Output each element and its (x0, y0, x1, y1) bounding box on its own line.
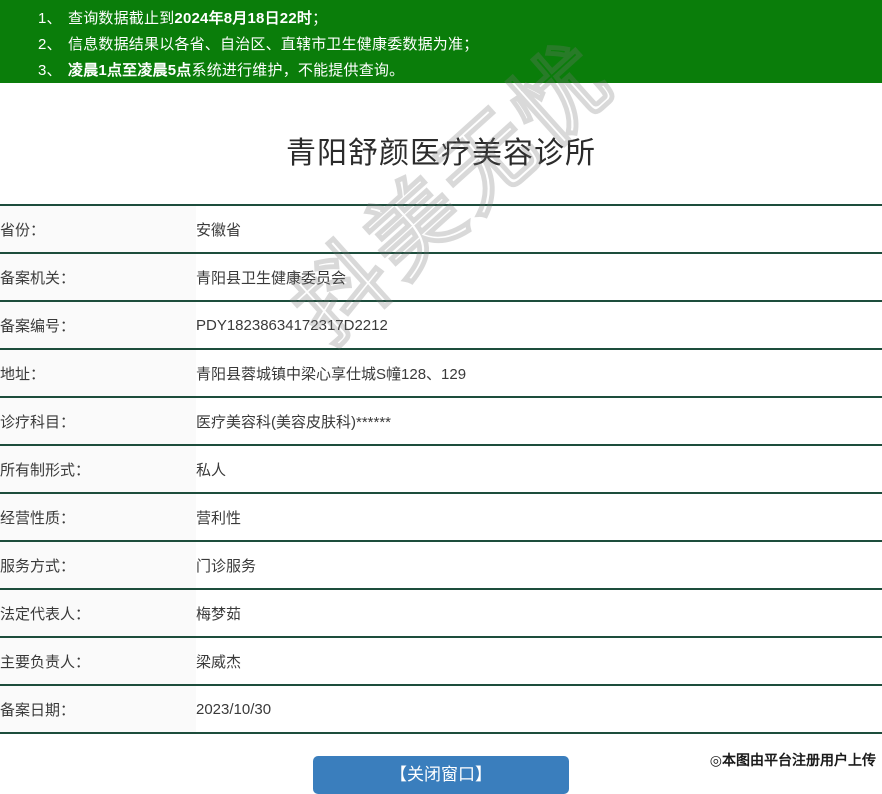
row-label: 服务方式： (0, 540, 196, 589)
row-value: 门诊服务 (196, 540, 882, 589)
row-label: 所有制形式： (0, 444, 196, 493)
row-value: 安徽省 (196, 204, 882, 253)
row-value: 2023/10/30 (196, 684, 882, 734)
table-row: 地址： 青阳县蓉城镇中梁心享仕城S幢128、129 (0, 348, 882, 397)
page-title: 青阳舒颜医疗美容诊所 (286, 137, 596, 170)
table-row: 备案日期： 2023/10/30 (0, 684, 882, 734)
button-row: 【关闭窗口】 (0, 734, 882, 794)
row-value: 青阳县卫生健康委员会 (196, 252, 882, 301)
row-value: 青阳县蓉城镇中梁心享仕城S幢128、129 (196, 348, 882, 397)
row-label: 诊疗科目： (0, 396, 196, 445)
row-label: 经营性质： (0, 492, 196, 541)
row-label: 主要负责人： (0, 636, 196, 685)
table-row: 省份： 安徽省 (0, 204, 882, 253)
table-row: 备案编号： PDY18238634172317D2212 (0, 300, 882, 349)
table-row: 经营性质： 营利性 (0, 492, 882, 541)
table-row: 所有制形式： 私人 (0, 444, 882, 493)
table-row: 法定代表人： 梅梦茹 (0, 588, 882, 637)
notice-line-3-text-after: 系统进行维护，不能提供查询。 (191, 62, 405, 79)
clinic-info-table: 省份： 安徽省 备案机关： 青阳县卫生健康委员会 备案编号： PDY182386… (0, 204, 882, 734)
close-window-button[interactable]: 【关闭窗口】 (313, 756, 569, 794)
notice-line-2: 2、 信息数据结果以各省、自治区、直辖市卫生健康委数据为准； (0, 32, 882, 58)
notice-line-3: 3、 凌晨1点至凌晨5点系统进行维护，不能提供查询。 (0, 58, 882, 84)
notice-line-1: 1、 查询数据截止到2024年8月18日22时； (0, 6, 882, 32)
notice-line-1-text-before: 查询数据截止到 (68, 10, 175, 27)
notice-line-3-text-bold: 凌晨1点至凌晨5点 (68, 62, 192, 79)
row-value: PDY18238634172317D2212 (196, 300, 882, 349)
notice-line-1-number: 1、 (38, 10, 62, 27)
notice-line-2-text-before: 信息数据结果以各省、自治区、直辖市卫生健康委数据为准； (68, 36, 479, 53)
row-label: 省份： (0, 204, 196, 253)
notice-banner: 1、 查询数据截止到2024年8月18日22时； 2、 信息数据结果以各省、自治区、… (0, 0, 882, 83)
row-value: 私人 (196, 444, 882, 493)
notice-line-1-text-bold: 2024年8月18日22时 (174, 10, 313, 27)
row-label: 备案机关： (0, 252, 196, 301)
notice-line-1-text-after: ； (312, 10, 328, 27)
row-label: 备案编号： (0, 300, 196, 349)
notice-line-3-number: 3、 (38, 62, 62, 79)
table-row: 诊疗科目： 医疗美容科(美容皮肤科)****** (0, 396, 882, 445)
row-value: 梁威杰 (196, 636, 882, 685)
row-label: 地址： (0, 348, 196, 397)
row-value: 营利性 (196, 492, 882, 541)
notice-line-2-number: 2、 (38, 36, 62, 53)
table-row: 备案机关： 青阳县卫生健康委员会 (0, 252, 882, 301)
row-label: 备案日期： (0, 684, 196, 734)
row-label: 法定代表人： (0, 588, 196, 637)
row-value: 医疗美容科(美容皮肤科)****** (196, 396, 882, 445)
clinic-info-table-body: 省份： 安徽省 备案机关： 青阳县卫生健康委员会 备案编号： PDY182386… (0, 204, 882, 734)
table-row: 服务方式： 门诊服务 (0, 540, 882, 589)
row-value: 梅梦茹 (196, 588, 882, 637)
table-row: 主要负责人： 梁威杰 (0, 636, 882, 685)
